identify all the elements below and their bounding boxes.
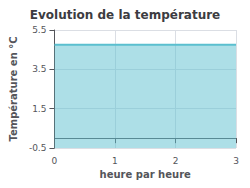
svg-text:0: 0 [52, 156, 58, 166]
svg-text:heure par heure: heure par heure [100, 169, 191, 180]
svg-text:1: 1 [112, 156, 118, 166]
svg-text:Température en °C: Température en °C [8, 36, 19, 141]
svg-text:Evolution de la température: Evolution de la température [30, 8, 221, 22]
svg-text:3.5: 3.5 [32, 64, 46, 74]
svg-text:5.5: 5.5 [32, 25, 46, 35]
svg-text:2: 2 [173, 156, 179, 166]
svg-text:1.5: 1.5 [32, 104, 46, 114]
svg-text:-0.5: -0.5 [29, 143, 47, 153]
svg-text:3: 3 [233, 156, 239, 166]
